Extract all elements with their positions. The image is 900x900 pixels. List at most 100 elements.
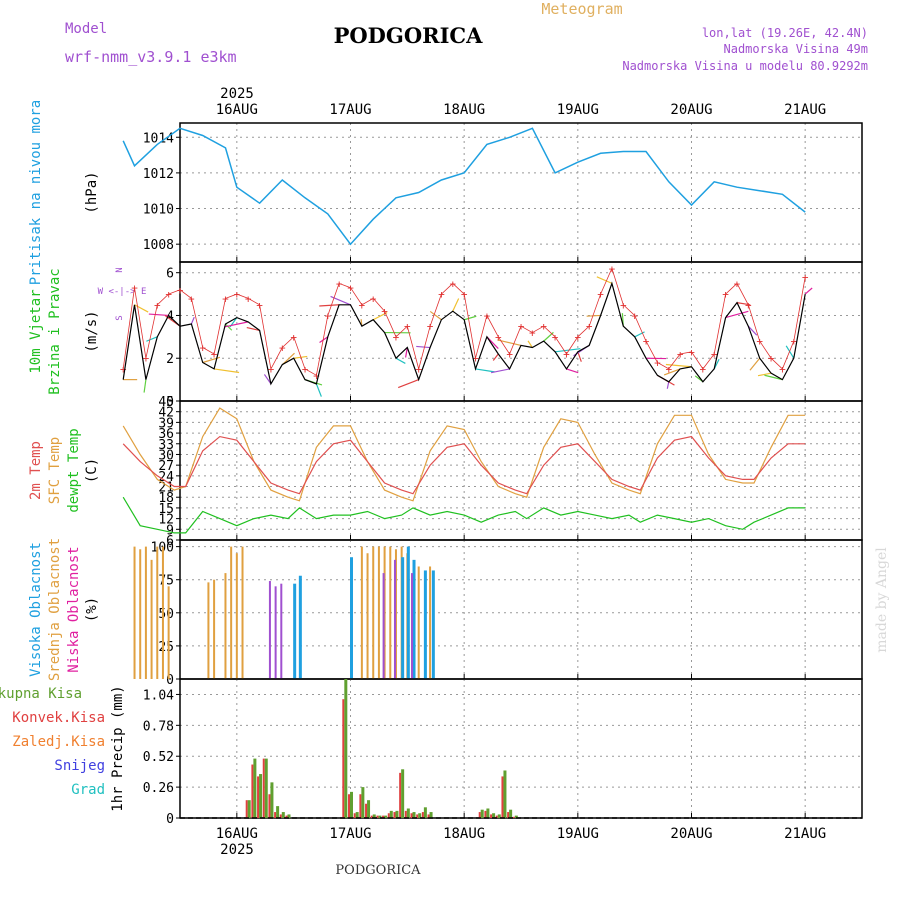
day-label-bottom: 16AUG — [216, 826, 258, 842]
wind-arrow — [225, 323, 233, 331]
y-axis-label: Brzina i Pravac — [47, 268, 63, 394]
y-tick-label: 45 — [158, 395, 174, 410]
total-precip-bar — [259, 774, 263, 818]
convective-precip-bar — [399, 772, 402, 818]
wind-arrow — [293, 355, 308, 359]
convective-precip-bar — [501, 776, 504, 818]
convective-precip-bar — [507, 812, 510, 818]
wind-arrow — [634, 331, 645, 338]
y-axis-label: Pritisak na nivou mora — [28, 100, 44, 285]
y-axis-label: SFC Temp — [47, 437, 63, 504]
y-axis-label: (m/s) — [84, 310, 100, 352]
mid-cloud-bar — [230, 546, 233, 679]
convective-precip-bar — [512, 816, 515, 818]
wind-arrow — [429, 310, 442, 321]
convective-precip-bar — [353, 813, 356, 818]
total-precip-bar — [270, 782, 274, 818]
convective-precip-bar — [370, 815, 373, 818]
wind-arrow — [527, 340, 533, 348]
total-precip-bar — [401, 769, 405, 818]
wind-arrow — [330, 295, 351, 306]
total-precip-bar — [372, 814, 376, 818]
y-tick-label: 42 — [158, 406, 174, 421]
wind-arrow — [281, 352, 295, 366]
convective-precip-bar — [262, 758, 265, 818]
panels: 1008 1010 1012 1014 Pritisak na nivou mora (h… — [0, 100, 863, 827]
wind-gust-marker: + — [143, 352, 150, 365]
mid-cloud-bar — [366, 553, 369, 679]
convective-precip-bar — [421, 812, 424, 818]
altitude-label: Nadmorska Visina 49m — [724, 42, 869, 56]
precip-legend-item: Zaledj.Kisa — [12, 734, 105, 750]
wind-gust-marker: + — [472, 352, 479, 365]
day-label-top: 16AUG — [216, 102, 258, 118]
total-precip-bar — [264, 758, 268, 818]
y-axis-label: (hPa) — [84, 171, 100, 213]
wind-gust-marker: + — [529, 327, 536, 340]
wind-arrow — [665, 363, 692, 368]
high-cloud-bar — [293, 583, 297, 679]
y-tick-label: 33 — [158, 438, 174, 453]
y-tick-label: 1014 — [143, 131, 174, 146]
convective-precip-bar — [376, 815, 379, 818]
y-tick-label: 25 — [158, 640, 174, 655]
total-precip-bar — [486, 808, 490, 818]
precip-legend-item: Ukupna Kisa — [0, 686, 82, 702]
day-label-bottom: 17AUG — [329, 826, 371, 842]
y-tick-label: 75 — [158, 574, 174, 589]
high-cloud-bar — [401, 557, 405, 679]
wind-gust-marker: + — [575, 331, 582, 344]
wind-gust-marker: + — [700, 363, 707, 376]
panel-frame — [179, 678, 863, 819]
compass-ew: W <-|-> E — [98, 287, 147, 297]
mid-cloud-bar — [207, 582, 210, 679]
y-tick-label: 27 — [158, 459, 174, 474]
day-label-bottom: 20AUG — [670, 826, 712, 842]
wind-mean-line — [122, 281, 806, 386]
wind-gust-marker: + — [779, 363, 786, 376]
y-tick-label: 15 — [158, 502, 174, 517]
convective-precip-bar — [484, 810, 487, 818]
mid-cloud-bar — [144, 546, 147, 679]
day-label-top: 19AUG — [557, 102, 599, 118]
y-axis-label: Srednja Oblacnost — [47, 538, 63, 681]
mid-cloud-bar — [360, 546, 363, 679]
precip-legend-item: Konvek.Kisa — [12, 710, 105, 726]
total-precip-bar — [418, 813, 422, 818]
total-precip-bar — [395, 810, 399, 818]
total-precip-bar — [492, 813, 496, 818]
total-precip-bar — [378, 815, 382, 818]
total-precip-bar — [509, 809, 513, 818]
wind-gust-marker: + — [165, 288, 172, 301]
y-axis-label: (C) — [84, 458, 100, 483]
total-precip-bar — [514, 815, 518, 818]
wind-arrow — [577, 351, 582, 362]
total-precip-bar — [423, 807, 427, 818]
convective-precip-bar — [285, 815, 288, 818]
mid-cloud-bar — [150, 559, 153, 679]
y-axis-label: Visoka Oblacnost — [28, 542, 44, 677]
total-precip-bar — [367, 800, 371, 818]
wind-arrow — [663, 368, 681, 376]
day-label-bottom: 18AUG — [443, 826, 485, 842]
high-cloud-bar — [431, 570, 435, 679]
convective-precip-bar — [257, 776, 260, 818]
day-label-top: 20AUG — [670, 102, 712, 118]
wind-gust-marker: + — [279, 342, 286, 355]
wind-arrow — [764, 374, 783, 381]
year-top: 2025 — [220, 86, 254, 102]
low-cloud-bar — [274, 586, 277, 679]
wind-arrow — [749, 357, 761, 371]
y-axis-label: 2m Temp — [28, 441, 44, 500]
convective-precip-bar — [359, 794, 362, 818]
wind-gust-marker: + — [268, 363, 275, 376]
total-precip-bar — [344, 679, 348, 818]
y-tick-label: 0.52 — [143, 750, 174, 765]
total-precip-bar — [503, 770, 507, 818]
model-altitude-label: Nadmorska Visina u modelu 80.9292m — [622, 59, 868, 73]
wind-arrow — [490, 368, 510, 374]
total-precip-bar — [355, 812, 359, 818]
compass-south: S — [115, 315, 125, 320]
mid-cloud-bar — [377, 546, 380, 679]
